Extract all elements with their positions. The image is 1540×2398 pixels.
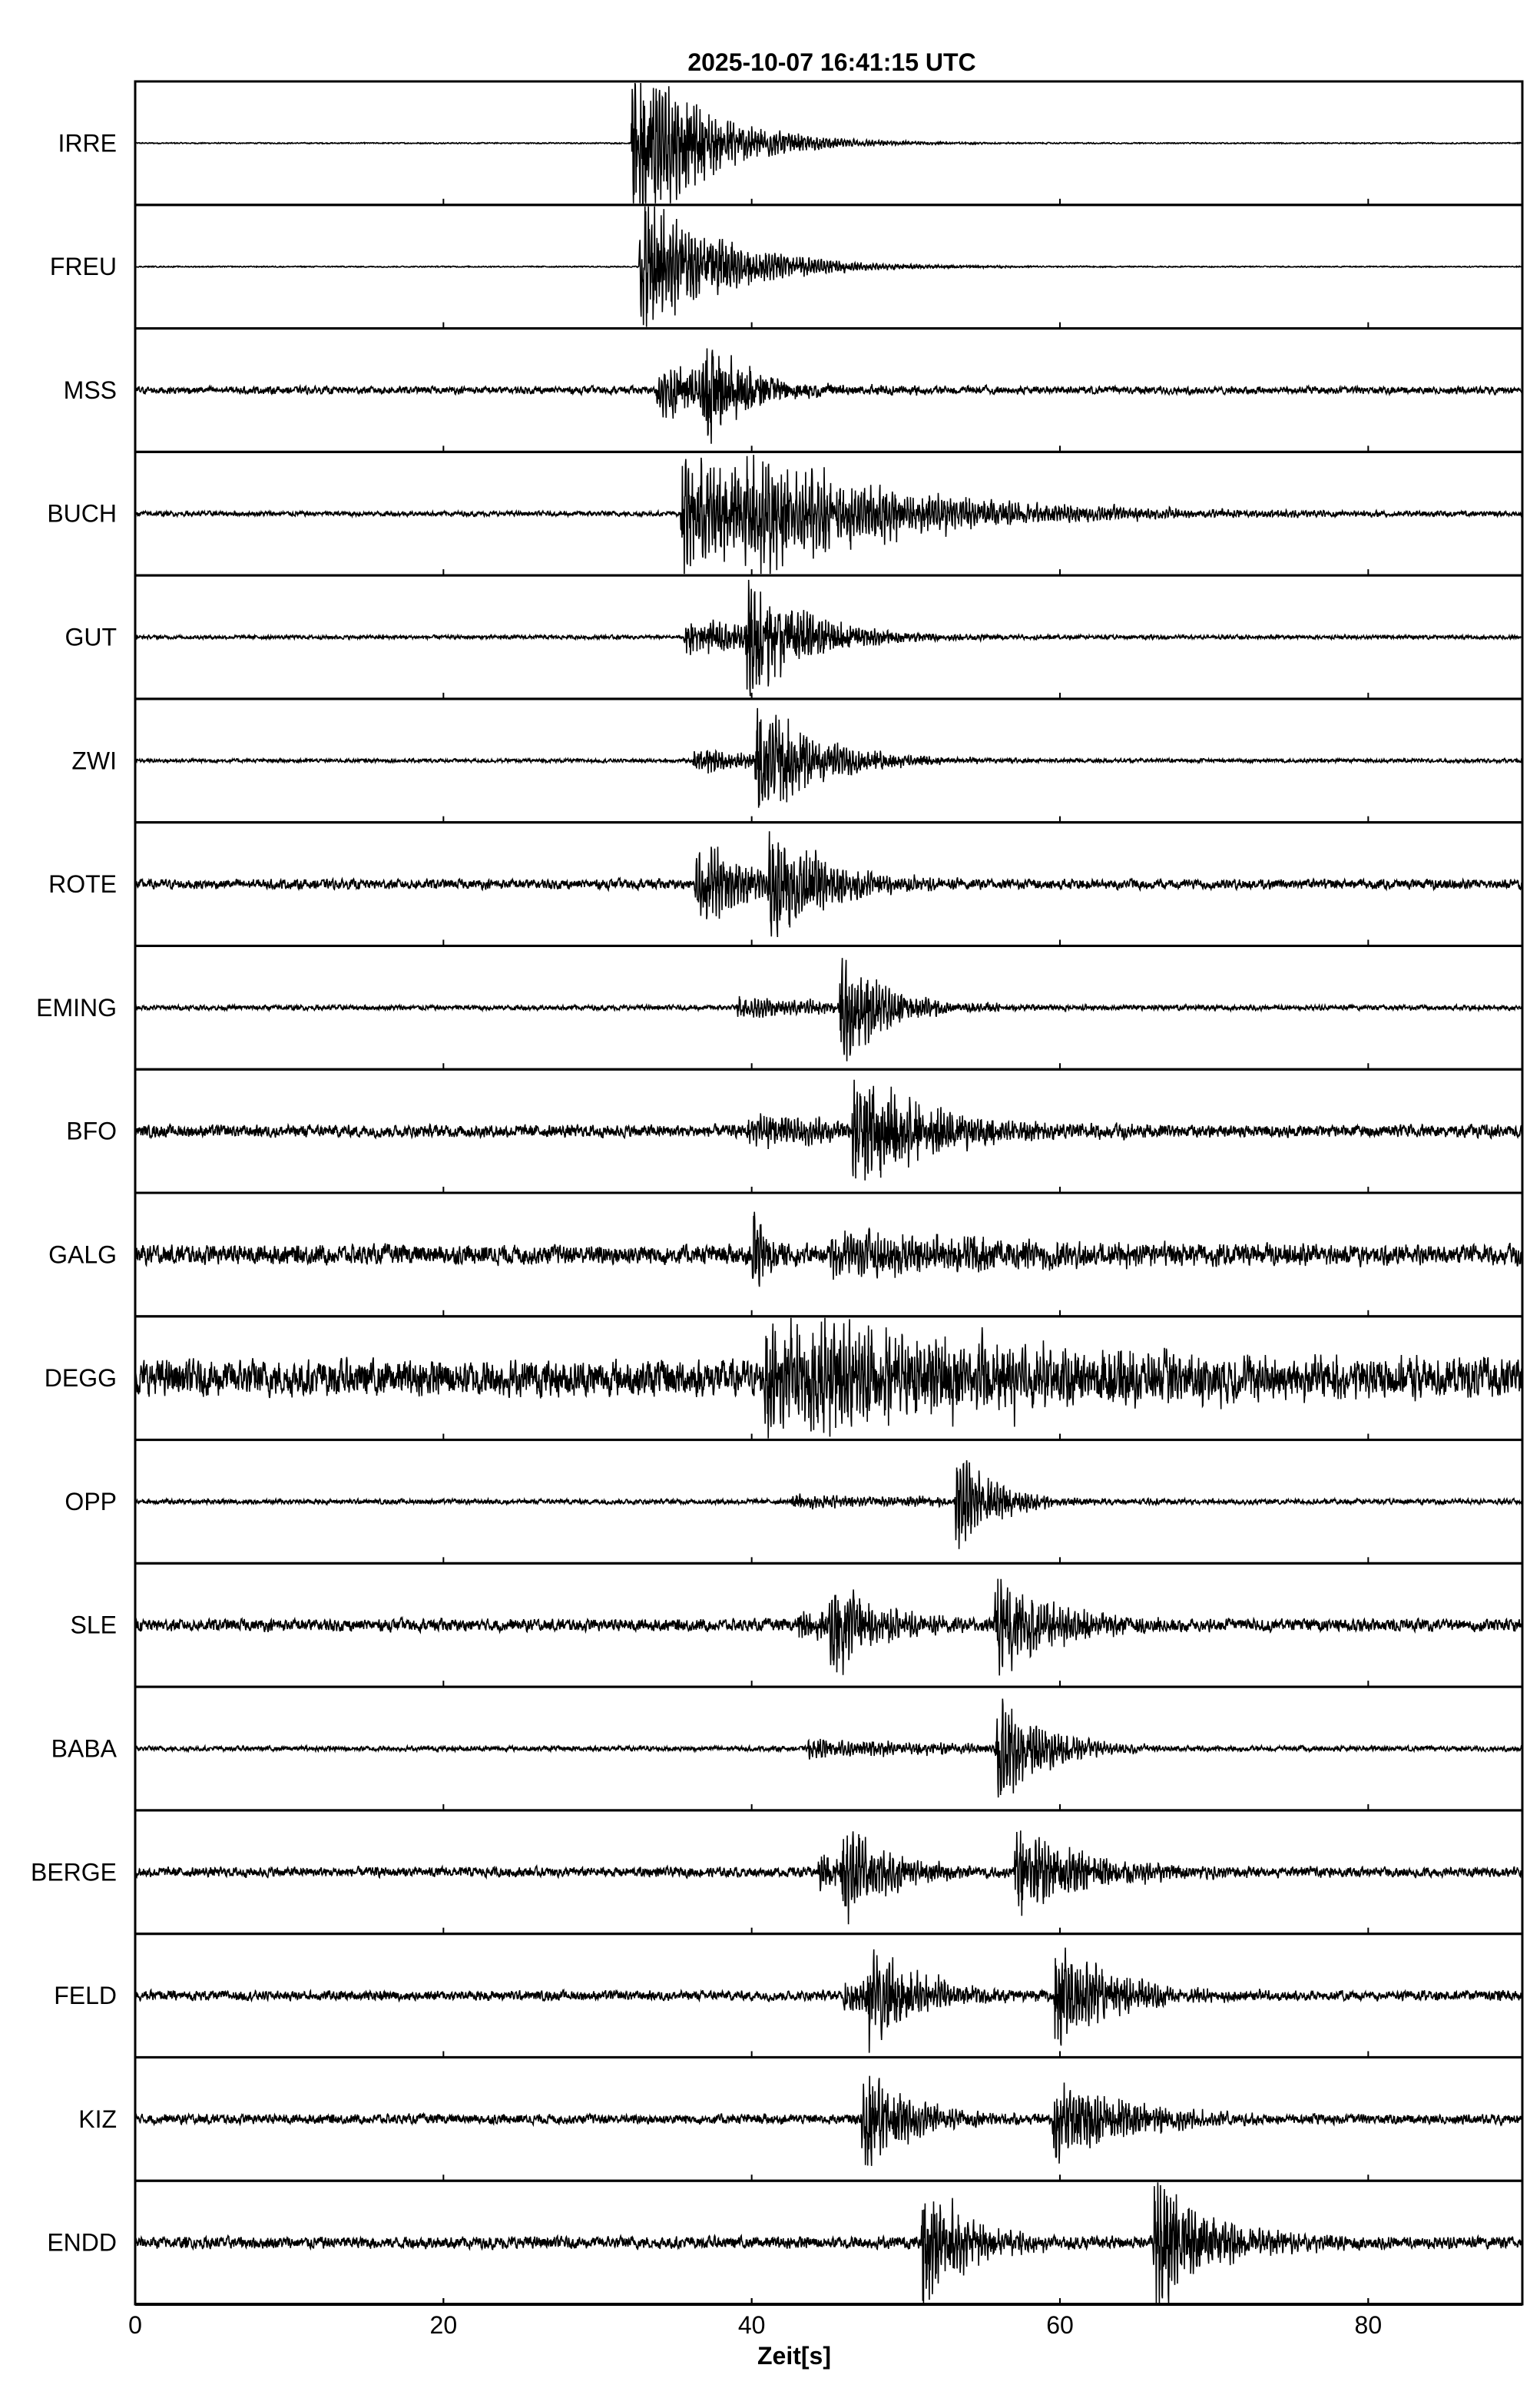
waveform-mss	[134, 348, 1523, 444]
trace-panel-baba: BABA	[51, 1685, 1524, 1812]
station-label: OPP	[65, 1488, 117, 1515]
trace-panel-zwi: ZWI	[71, 697, 1524, 824]
waveform-eming	[134, 958, 1523, 1062]
waveform-feld	[134, 1947, 1523, 2053]
station-label: EMING	[36, 994, 117, 1022]
x-tick-label: 0	[128, 2311, 142, 2339]
trace-panel-berge: BERGE	[31, 1809, 1524, 1936]
trace-panel-feld: FELD	[54, 1933, 1524, 2059]
x-axis: 0 20 40 60 80	[128, 2298, 1522, 2339]
waveform-baba	[134, 1698, 1523, 1798]
waveform-bfo	[134, 1079, 1523, 1181]
trace-panel-gut: GUT	[65, 574, 1524, 701]
waveform-rote	[134, 831, 1523, 938]
trace-panel-degg: DEGG	[45, 1315, 1524, 1442]
x-tick-label: 40	[738, 2311, 766, 2339]
x-tick-label: 20	[430, 2311, 458, 2339]
station-label: IRRE	[58, 129, 117, 157]
waveform-kiz	[134, 2075, 1523, 2166]
station-label: BERGE	[31, 1858, 117, 1886]
station-label: FELD	[54, 1982, 117, 2009]
trace-panel-bfo: BFO	[66, 1068, 1524, 1194]
x-tick-label: 60	[1046, 2311, 1074, 2339]
x-axis-label: Zeit[s]	[757, 2342, 831, 2370]
panel-frame	[134, 1191, 1524, 1318]
trace-panel-eming: EMING	[36, 944, 1524, 1071]
station-label: BFO	[66, 1118, 117, 1145]
waveform-zwi	[134, 707, 1523, 808]
trace-panel-kiz: KIZ	[78, 2055, 1524, 2182]
trace-panel-sle: SLE	[71, 1562, 1524, 1688]
station-label: MSS	[64, 376, 117, 404]
waveform-degg	[134, 1317, 1523, 1439]
waveform-buch	[134, 455, 1523, 575]
trace-panel-opp: OPP	[65, 1439, 1524, 1565]
station-label: ROTE	[48, 870, 117, 898]
station-label: ZWI	[71, 747, 117, 774]
station-label: KIZ	[78, 2105, 117, 2133]
waveform-opp	[134, 1460, 1523, 1549]
station-label: FREU	[50, 253, 117, 280]
station-label: SLE	[71, 1611, 117, 1639]
station-label: BABA	[51, 1735, 118, 1763]
trace-panel-buch: BUCH	[47, 450, 1524, 577]
station-label: BUCH	[47, 500, 117, 528]
trace-panel-freu: FREU	[50, 204, 1524, 330]
waveform-freu	[134, 206, 1523, 327]
chart-title: 2025-10-07 16:41:15 UTC	[687, 48, 975, 76]
waveform-irre	[134, 82, 1523, 204]
trace-panel-irre: IRRE	[58, 80, 1524, 207]
waveform-endd	[134, 2182, 1523, 2304]
station-label: GALG	[48, 1240, 117, 1268]
trace-panels: IRRE FREU MSS BUCH GUT ZWI ROTE EMING BFO GALG DEG…	[31, 80, 1524, 2306]
waveform-berge	[134, 1830, 1523, 1925]
station-label: ENDD	[47, 2229, 117, 2257]
waveform-galg	[134, 1211, 1523, 1287]
waveform-sle	[134, 1578, 1523, 1676]
station-label: GUT	[65, 624, 117, 651]
trace-panel-rote: ROTE	[48, 821, 1524, 947]
trace-panel-mss: MSS	[64, 327, 1524, 453]
waveform-gut	[134, 579, 1523, 697]
x-tick-label: 80	[1355, 2311, 1383, 2339]
trace-panel-galg: GALG	[48, 1191, 1524, 1318]
station-label: DEGG	[45, 1364, 117, 1392]
panel-frame	[134, 2055, 1524, 2182]
trace-panel-endd: ENDD	[47, 2179, 1524, 2306]
